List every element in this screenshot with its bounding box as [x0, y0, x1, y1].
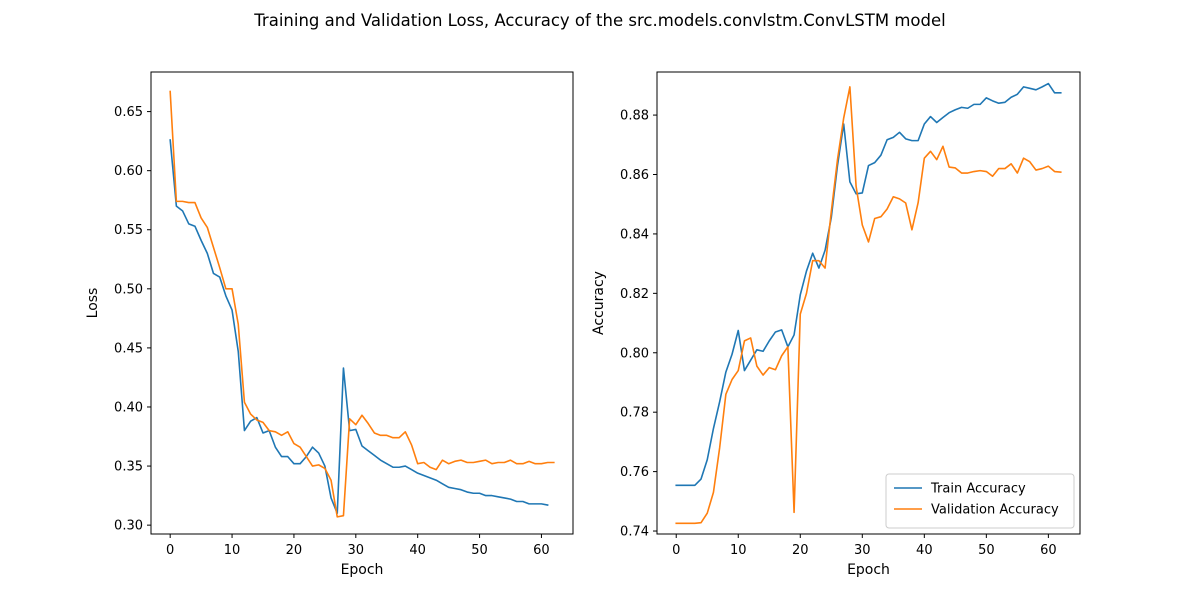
loss-y-tick-label: 0.40: [114, 400, 143, 415]
accuracy-x-tick-label: 10: [730, 543, 747, 558]
accuracy-x-tick-label: 50: [978, 543, 995, 558]
loss-x-tick-label: 30: [348, 543, 365, 558]
loss-y-tick-label: 0.35: [114, 460, 143, 475]
figure-title: Training and Validation Loss, Accuracy o…: [253, 11, 945, 30]
accuracy-x-tick-label: 20: [792, 543, 809, 558]
loss-y-tick-label: 0.55: [114, 223, 143, 238]
accuracy-series-group: [675, 82, 1062, 525]
loss-x-tick-label: 20: [286, 543, 303, 558]
loss-x-tick-label: 60: [533, 543, 550, 558]
loss-y-tick-label: 0.60: [114, 164, 143, 179]
loss-y-tick-label: 0.65: [114, 105, 143, 120]
accuracy-x-axis-label: Epoch: [847, 562, 890, 578]
loss-series-2-line: [169, 90, 555, 518]
accuracy-y-tick-label: 0.80: [620, 346, 649, 361]
accuracy-x-tick-label: 40: [916, 543, 933, 558]
accuracy-legend-box: [885, 473, 1075, 529]
loss-x-tick-label: 10: [224, 543, 241, 558]
accuracy-x-tick-label: 0: [672, 543, 680, 558]
loss-x-axis-label: Epoch: [341, 562, 384, 578]
accuracy-y-tick-label: 0.86: [620, 168, 649, 183]
loss-y-axis-label: Loss: [85, 288, 101, 319]
loss-y-tick-label: 0.45: [114, 341, 143, 356]
loss-chart: 0 10 20 30 40 50 60 0.30 0.35 0.40 0.45 0.50 0.55 0.6…: [85, 71, 574, 578]
loss-y-tick-label: 0.50: [114, 282, 143, 297]
loss-x-tick-label: 40: [409, 543, 426, 558]
accuracy-y-tick-label: 0.76: [620, 465, 649, 480]
accuracy-train-accuracy-line: [675, 82, 1062, 487]
loss-series-group: [169, 90, 555, 518]
accuracy-x-tick-label: 60: [1040, 543, 1057, 558]
loss-axes-frame: [150, 71, 574, 535]
accuracy-y-tick-label: 0.74: [620, 525, 649, 540]
loss-y-tick-label: 0.30: [114, 519, 143, 534]
accuracy-y-tick-label: 0.88: [620, 109, 649, 124]
loss-series-1-line: [169, 139, 549, 515]
accuracy-validation-accuracy-line: [675, 86, 1062, 525]
accuracy-chart: 0 10 20 30 40 50 60 0.74 0.76 0.78 0.80 0.82 0.84 0.8…: [591, 71, 1081, 578]
accuracy-legend-label-validation-accuracy: Validation Accuracy: [931, 503, 1059, 518]
loss-x-tick-label: 50: [471, 543, 488, 558]
accuracy-y-tick-label: 0.78: [620, 406, 649, 421]
accuracy-x-tick-label: 30: [854, 543, 871, 558]
accuracy-y-axis-label: Accuracy: [591, 271, 607, 335]
accuracy-axes-frame: [656, 71, 1081, 535]
accuracy-legend-label-train-accuracy: Train Accuracy: [930, 482, 1026, 497]
loss-x-tick-label: 0: [166, 543, 174, 558]
accuracy-legend: Train Accuracy Validation Accuracy: [885, 473, 1075, 529]
accuracy-y-tick-label: 0.82: [620, 287, 649, 302]
accuracy-y-tick-label: 0.84: [620, 227, 649, 242]
